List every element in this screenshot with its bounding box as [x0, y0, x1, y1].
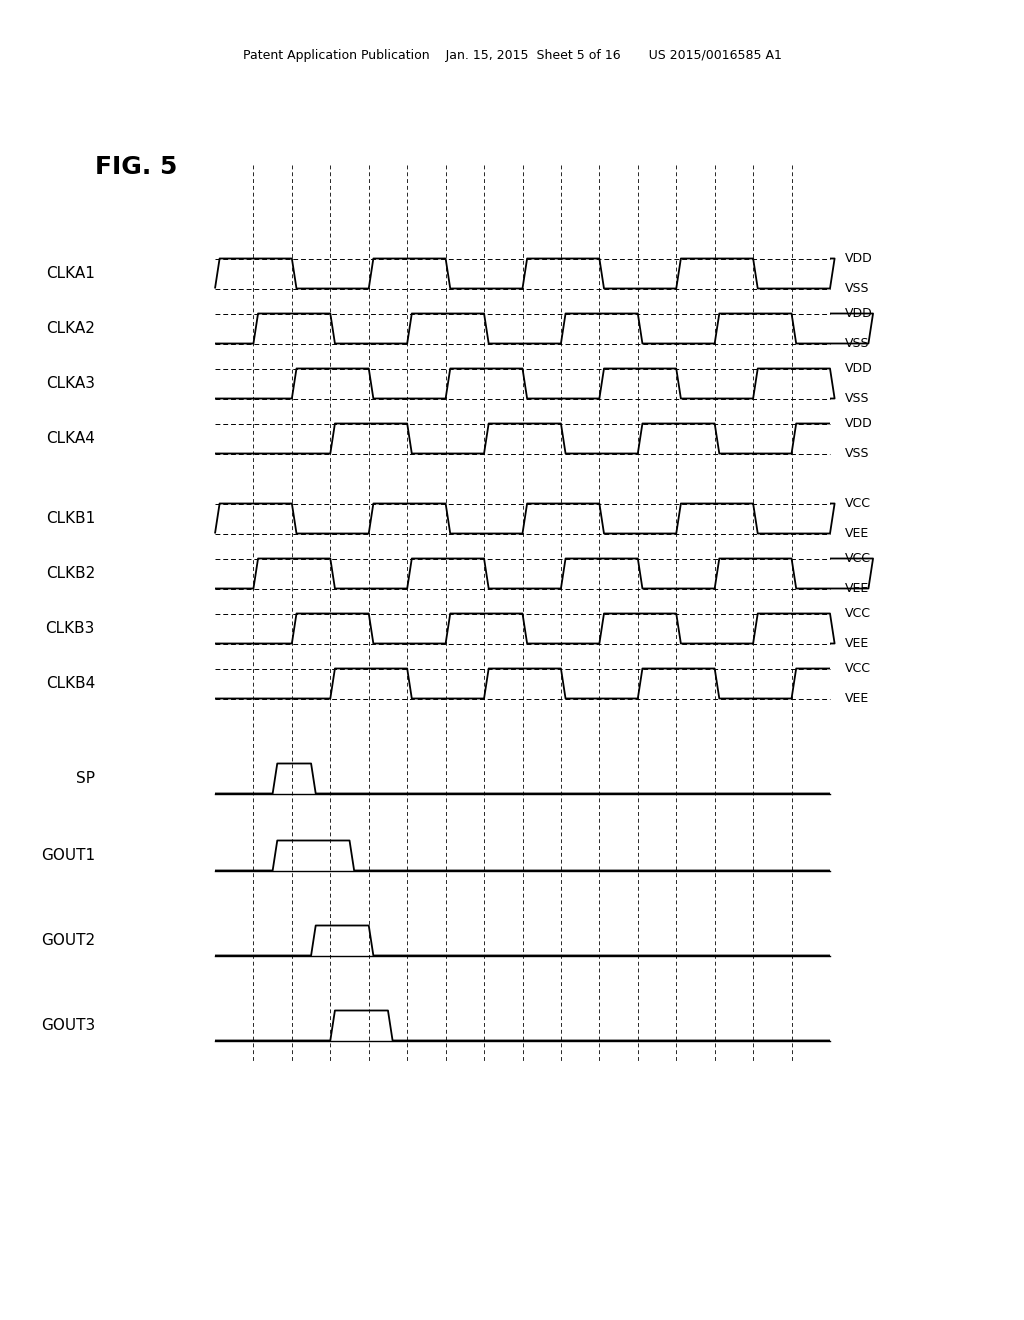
Text: VCC: VCC — [845, 552, 871, 565]
Text: VDD: VDD — [845, 417, 872, 430]
Text: VCC: VCC — [845, 498, 871, 510]
Text: VEE: VEE — [845, 582, 869, 595]
Text: CLKA3: CLKA3 — [46, 376, 95, 391]
Text: CLKA1: CLKA1 — [46, 267, 95, 281]
Text: VCC: VCC — [845, 607, 871, 620]
Text: VEE: VEE — [845, 527, 869, 540]
Text: VSS: VSS — [845, 337, 869, 350]
Text: VEE: VEE — [845, 692, 869, 705]
Text: Patent Application Publication    Jan. 15, 2015  Sheet 5 of 16       US 2015/001: Patent Application Publication Jan. 15, … — [243, 49, 781, 62]
Text: CLKB4: CLKB4 — [46, 676, 95, 690]
Text: CLKA2: CLKA2 — [46, 321, 95, 337]
Text: CLKA4: CLKA4 — [46, 432, 95, 446]
Text: GOUT1: GOUT1 — [41, 847, 95, 863]
Text: VDD: VDD — [845, 252, 872, 265]
Text: VEE: VEE — [845, 638, 869, 649]
Text: VSS: VSS — [845, 392, 869, 405]
Text: VSS: VSS — [845, 447, 869, 459]
Text: GOUT3: GOUT3 — [41, 1018, 95, 1034]
Text: VDD: VDD — [845, 362, 872, 375]
Text: SP: SP — [76, 771, 95, 785]
Text: FIG. 5: FIG. 5 — [95, 154, 177, 180]
Text: VDD: VDD — [845, 308, 872, 319]
Text: VSS: VSS — [845, 282, 869, 294]
Text: GOUT2: GOUT2 — [41, 933, 95, 948]
Text: CLKB2: CLKB2 — [46, 566, 95, 581]
Text: CLKB3: CLKB3 — [46, 620, 95, 636]
Text: VCC: VCC — [845, 663, 871, 675]
Text: CLKB1: CLKB1 — [46, 511, 95, 525]
